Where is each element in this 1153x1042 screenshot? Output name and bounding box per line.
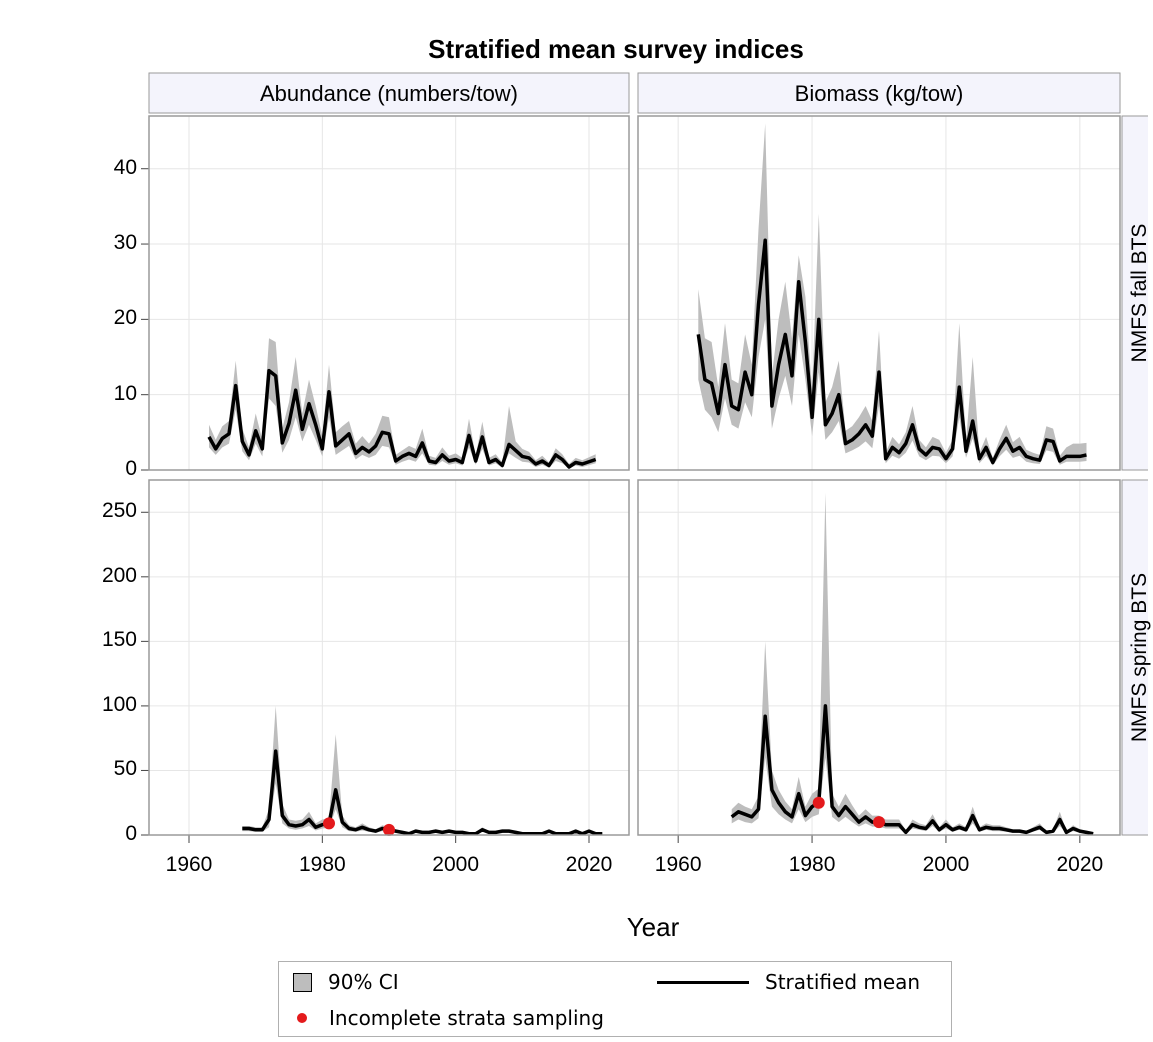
x-tick-label: 2020 bbox=[565, 853, 613, 876]
panel-background bbox=[149, 480, 629, 835]
legend-item-ci: 90% CI bbox=[293, 970, 399, 994]
legend-item-incomplete: Incomplete strata sampling bbox=[293, 1006, 604, 1030]
ci-swatch-icon bbox=[293, 972, 312, 992]
legend-ci-label: 90% CI bbox=[328, 970, 399, 994]
panel-background bbox=[149, 116, 629, 470]
line-swatch-icon bbox=[657, 980, 749, 984]
y-tick-label: 20 bbox=[113, 306, 137, 330]
y-tick-label: 40 bbox=[113, 155, 137, 179]
y-tick-label: 200 bbox=[101, 563, 137, 587]
x-tick-label: 1960 bbox=[654, 853, 702, 876]
red-dot-icon bbox=[297, 1013, 307, 1023]
chart-title: Stratified mean survey indices bbox=[428, 34, 804, 64]
legend: 90% CI Stratified mean Incomplete strata… bbox=[278, 961, 952, 1037]
x-tick-label: 1980 bbox=[788, 853, 836, 876]
x-tick-label: 2000 bbox=[922, 853, 970, 876]
y-tick-label: 10 bbox=[113, 381, 137, 405]
x-axis-label: Year bbox=[626, 912, 680, 942]
legend-mean-label: Stratified mean bbox=[765, 970, 921, 994]
row-strip bbox=[1121, 115, 1148, 471]
column-strip-label: Abundance (numbers/tow) bbox=[259, 81, 519, 106]
x-tick-label: 1980 bbox=[298, 853, 346, 876]
figure-frame: Stratified mean survey indices Abundance… bbox=[18, 8, 1151, 1038]
ci-band bbox=[698, 123, 1087, 466]
incomplete-strata-point bbox=[812, 796, 825, 809]
y-tick-label: 250 bbox=[101, 499, 137, 523]
panel-border bbox=[637, 479, 1121, 836]
x-tick-label: 2020 bbox=[1056, 853, 1104, 876]
row-strip-label: NMFS fall BTS bbox=[1128, 223, 1151, 363]
column-strip bbox=[637, 72, 1121, 114]
stratified-mean-line bbox=[207, 368, 597, 469]
row-strip-label: NMFS spring BTS bbox=[1128, 572, 1151, 743]
y-tick-label: 100 bbox=[101, 692, 137, 716]
legend-incomplete-label: Incomplete strata sampling bbox=[329, 1006, 604, 1030]
x-tick-label: 2000 bbox=[432, 853, 480, 876]
x-tick-label: 1960 bbox=[165, 853, 213, 876]
panel-border bbox=[637, 115, 1121, 471]
y-tick-label: 0 bbox=[125, 822, 137, 845]
incomplete-strata-point bbox=[383, 823, 395, 836]
column-strip bbox=[148, 72, 630, 114]
y-tick-label: 30 bbox=[113, 231, 137, 255]
y-tick-label: 50 bbox=[113, 757, 137, 781]
incomplete-strata-point bbox=[873, 816, 885, 829]
panel-border bbox=[148, 479, 630, 836]
column-strip-label: Biomass (kg/tow) bbox=[794, 81, 964, 106]
incomplete-strata-point bbox=[323, 817, 335, 830]
panel-background bbox=[638, 480, 1120, 835]
y-tick-label: 150 bbox=[101, 628, 137, 652]
stratified-mean-line bbox=[242, 749, 603, 836]
stratified-mean-line bbox=[730, 704, 1094, 836]
y-tick-label: 0 bbox=[125, 457, 137, 480]
stratified-mean-line bbox=[696, 238, 1087, 465]
panel-border bbox=[148, 115, 630, 471]
row-strip bbox=[1121, 479, 1148, 836]
legend-item-mean: Stratified mean bbox=[657, 970, 920, 994]
chart-plot-area bbox=[141, 72, 1148, 843]
